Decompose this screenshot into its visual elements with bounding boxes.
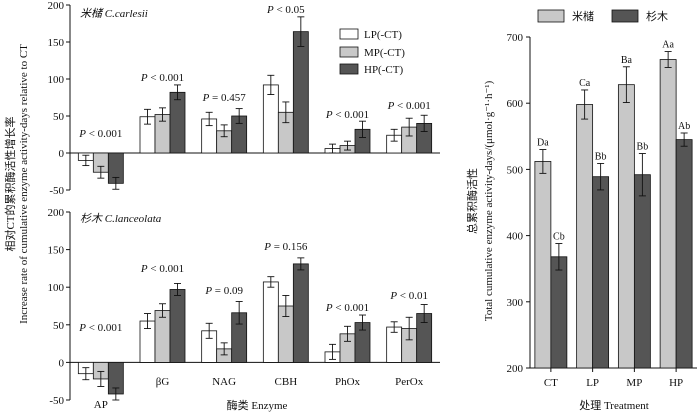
lanceolata-p-value: P = 0.156 [263,241,308,253]
total-y-tick-label: 200 [507,363,524,375]
lanceolata-y-tick-label: 200 [48,207,65,219]
lanceolata-x-tick-label: AP [94,399,108,411]
left-y-title-en: Increase rate of cumulative enzyme activ… [18,44,30,324]
total-bar [534,161,552,369]
right-y-title-cn: 总累积酶活性 [465,168,479,234]
left-legend: LP(-CT) MP(-CT) HP(-CT) [339,28,405,76]
legend-label-mp: MP(-CT) [364,47,405,59]
carlesii-y-tick-label: 50 [53,111,65,123]
total-bar [675,139,693,369]
total-bar [633,174,651,369]
lanceolata-p-value: P = 0.09 [204,285,243,297]
carlesii-bar [262,84,279,154]
lanceolata-x-tick-label: PerOx [395,376,424,388]
panel-carlesii: 米槠 C.carlesii -50 0 50 100 150 200 P < 0.001 P … [48,0,440,197]
panel-lanceolata: 杉木 C.lanceolata -50 0 50 100 150 200 P < 0.001… [48,207,440,411]
carlesii-bar [292,31,309,154]
legend-label-carlesii: 米槠 [572,9,594,23]
panel-total: 200 300 400 500 600 700 Da Cb CT Ca Bb LP Ba Bb MP Aa Ab… [507,32,697,389]
lanceolata-x-tick-label: NAG [212,376,236,388]
lanceolata-y-tick-label: 150 [48,245,65,257]
total-bar [576,104,594,369]
lanceolata-bar [169,289,186,363]
legend-swatch-hp [339,63,359,75]
lanceolata-p-value: P < 0.01 [389,290,428,302]
total-y-tick-label: 400 [507,231,524,243]
right-x-title: 处理 Treatment [579,399,649,412]
carlesii-y-tick-label: 100 [48,74,65,86]
carlesii-bar [169,91,186,154]
lanceolata-x-tick-label: βG [156,376,170,388]
lanceolata-y-tick-label: 0 [59,357,65,369]
carlesii-y-tick-label: 150 [48,37,65,49]
legend-label-lanceolata: 杉木 [646,9,668,23]
legend-swatch-mp [339,46,359,58]
total-x-tick-label: LP [586,377,599,389]
carlesii-p-value: P < 0.001 [78,128,122,140]
total-y-tick-label: 600 [507,98,524,110]
right-legend: 米槠 杉木 [537,9,668,23]
lanceolata-y-tick-label: 100 [48,282,65,294]
lanceolata-x-tick-label: CBH [275,376,298,388]
left-x-title: 酶类 Enzyme [227,398,288,412]
total-significance-letter: Bb [637,142,649,153]
total-significance-letter: Bb [595,151,607,162]
total-y-tick-label: 700 [507,32,524,44]
carlesii-y-tick-label: 200 [48,0,65,12]
total-significance-letter: Ca [579,78,591,89]
carlesii-p-value: P < 0.001 [387,100,431,112]
lanceolata-x-tick-label: PhOx [335,376,361,388]
carlesii-y-tick-label: -50 [49,185,64,197]
total-bar [617,84,635,369]
total-significance-letter: Cb [553,232,565,243]
carlesii-y-tick-label: 0 [59,148,65,160]
lanceolata-p-value: P < 0.001 [140,263,184,275]
total-x-tick-label: MP [626,377,642,389]
legend-swatch-carlesii [537,9,565,23]
lanceolata-p-value: P < 0.001 [325,302,369,314]
lanceolata-bar [262,281,279,363]
panel-title-lanceolata: 杉木 C.lanceolata [80,212,162,225]
total-y-tick-label: 300 [507,297,524,309]
legend-label-lp: LP(-CT) [364,29,402,41]
left-y-title-cn: 相对CT的累积酶活性增长率 [3,116,17,251]
total-bar [592,176,610,369]
total-x-tick-label: CT [544,377,558,389]
total-significance-letter: Ab [678,121,690,132]
carlesii-p-value: P = 0.457 [202,92,247,104]
total-significance-letter: Da [537,138,549,149]
total-significance-letter: Ba [621,55,633,66]
lanceolata-bar [292,263,309,363]
carlesii-p-value: P < 0.001 [325,109,369,121]
total-x-tick-label: HP [669,377,683,389]
lanceolata-y-tick-label: 50 [53,320,65,332]
total-bar [550,256,568,369]
legend-swatch-lanceolata [611,9,639,23]
total-significance-letter: Aa [662,40,674,51]
lanceolata-y-tick-label: -50 [49,395,64,407]
legend-label-hp: HP(-CT) [364,64,403,76]
carlesii-p-value: P < 0.001 [140,72,184,84]
panel-title-carlesii: 米槠 C.carlesii [80,7,148,20]
lanceolata-p-value: P < 0.001 [78,322,122,334]
legend-swatch-lp [339,28,359,40]
carlesii-p-value: P < 0.05 [266,4,305,16]
total-bar [659,59,677,369]
right-y-title-en: Total cumulative enzyme activity-days/(μ… [483,80,495,321]
total-y-tick-label: 500 [507,164,524,176]
lanceolata-bar [154,310,171,363]
